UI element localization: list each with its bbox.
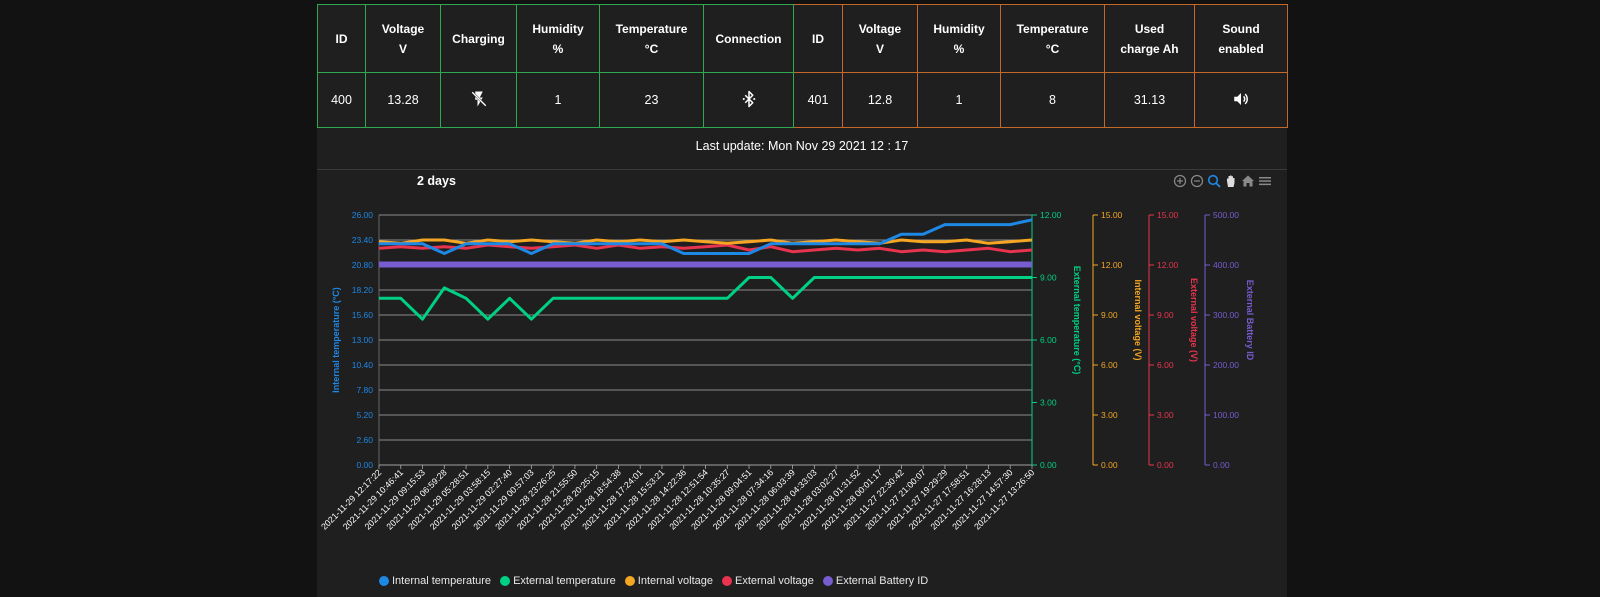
y-tick-label: 0.00 — [1213, 460, 1230, 470]
y-tick-label: 5.20 — [356, 410, 373, 420]
y-tick-label: 6.00 — [1157, 360, 1174, 370]
legend-dot — [624, 576, 635, 586]
y-tick-label: 6.00 — [1101, 360, 1118, 370]
y-axis-title: Internal voltage (V) — [1133, 279, 1143, 360]
value-humidity: 1 — [516, 72, 600, 128]
y-tick-label: 2.60 — [356, 435, 373, 445]
y-tick-label: 23.40 — [352, 235, 374, 245]
col-header-humidity: Humidity% — [516, 4, 600, 73]
home-reset-icon[interactable] — [1241, 174, 1255, 188]
series-line-external-voltage — [378, 243, 1033, 254]
legend-dot — [722, 576, 732, 586]
legend-dot — [500, 576, 511, 586]
col-header-ext-id: ID — [793, 4, 843, 73]
col-header-voltage: Voltage V — [365, 4, 441, 73]
chart-title: 2 days — [417, 174, 456, 188]
y-tick-label: 15.00 — [1157, 210, 1179, 220]
y-tick-label: 7.80 — [356, 385, 373, 395]
history-line-chart: 26.00 23.40 20.80 18.20 15.60 13.00 10.40 7.80 5… — [319, 210, 1255, 532]
legend-dot — [379, 576, 389, 586]
col-header-charging: Charging — [440, 4, 517, 73]
y-tick-label: 13.00 — [352, 335, 374, 345]
y-tick-label: 3.00 — [1101, 410, 1118, 420]
col-header-connection: Connection — [703, 4, 794, 73]
legend-item-external-battery-id[interactable]: External Battery ID — [822, 575, 928, 587]
zoom-selection-icon[interactable] — [1207, 174, 1221, 188]
value-ext-temperature: 8 — [1000, 72, 1105, 128]
y-tick-label: 9.00 — [1101, 310, 1118, 320]
y-tick-label: 9.00 — [1157, 310, 1174, 320]
y-tick-label: 300.00 — [1213, 310, 1239, 320]
y-tick-label: 18.20 — [352, 285, 374, 295]
value-id: 400 — [317, 72, 366, 128]
menu-icon[interactable] — [1258, 174, 1272, 188]
y-tick-label: 10.40 — [352, 360, 374, 370]
value-ext-voltage: 12.8 — [842, 72, 918, 128]
y-tick-label: 500.00 — [1213, 210, 1239, 220]
legend-item-internal-temperature[interactable]: Internal temperature — [379, 575, 491, 587]
y-tick-label: 26.00 — [352, 210, 374, 220]
y-tick-label: 12.00 — [1040, 210, 1062, 220]
series-line-internal-voltage — [378, 238, 1033, 245]
last-update-text: Last update: Mon Nov 29 2021 12 : 17 — [695, 139, 909, 153]
y-tick-label: 20.80 — [352, 260, 374, 270]
y-tick-label: 6.00 — [1040, 335, 1057, 345]
col-header-ext-humidity: Humidity% — [917, 4, 1001, 73]
legend-item-external-voltage[interactable]: External voltage — [722, 575, 814, 587]
y-tick-label: 12.00 — [1157, 260, 1179, 270]
y-tick-label: 100.00 — [1213, 410, 1239, 420]
value-connection — [703, 72, 794, 128]
y-tick-label: 15.60 — [352, 310, 374, 320]
legend-dot — [822, 576, 833, 586]
value-temperature: 23 — [599, 72, 704, 128]
y-tick-label: 3.00 — [1157, 410, 1174, 420]
col-header-temperature: Temperature °C — [599, 4, 704, 73]
bluetooth-icon — [742, 90, 755, 107]
status-table: ID Voltage V Charging Humidity% Temperatu… — [317, 4, 1288, 128]
dashboard-panel: ID Voltage V Charging Humidity% Temperatu… — [317, 4, 1288, 597]
status-header-row: ID Voltage V Charging Humidity% Temperatu… — [317, 4, 1288, 73]
zoom-in-icon[interactable] — [1173, 174, 1187, 188]
zoom-out-icon[interactable] — [1190, 174, 1204, 188]
pan-hand-icon[interactable] — [1224, 174, 1238, 188]
legend-item-internal-voltage[interactable]: Internal voltage — [624, 575, 713, 587]
col-header-ext-temperature: Temperature °C — [1000, 4, 1105, 73]
y-tick-label: 0.00 — [1101, 460, 1118, 470]
y-tick-label: 0.00 — [1040, 460, 1057, 470]
value-ext-id: 401 — [793, 72, 843, 128]
col-header-id: ID — [317, 4, 366, 73]
volume-up-icon — [1234, 92, 1248, 105]
y-axis-title: External temperature (°C) — [1072, 266, 1082, 375]
y-axis-title: External Battery ID — [1245, 280, 1255, 361]
y-tick-label: 15.00 — [1101, 210, 1123, 220]
y-tick-label: 3.00 — [1040, 398, 1057, 408]
divider — [317, 169, 1287, 170]
col-header-sound-enabled: Sound enabled — [1194, 4, 1288, 73]
y-axis-title: External voltage (V) — [1189, 278, 1199, 362]
y-tick-label: 9.00 — [1040, 273, 1057, 283]
y-tick-label: 12.00 — [1101, 260, 1123, 270]
col-header-used-charge: Used charge Ah — [1104, 4, 1195, 73]
value-voltage: 13.28 — [365, 72, 441, 128]
y-tick-label: 200.00 — [1213, 360, 1239, 370]
chart-toolbar — [1173, 172, 1272, 190]
y-tick-label: 0.00 — [1157, 460, 1174, 470]
flash-off-icon — [470, 90, 487, 107]
chart-legend: Internal temperature External temperatur… — [379, 575, 928, 587]
status-value-row: 400 13.28 1 23 401 12.8 1 8 31.13 — [317, 72, 1288, 128]
y-tick-label: 400.00 — [1213, 260, 1239, 270]
value-used-charge: 31.13 — [1104, 72, 1195, 128]
legend-item-external-temperature[interactable]: External temperature — [500, 575, 616, 587]
y-tick-label: 0.00 — [356, 460, 373, 470]
col-header-ext-voltage: Voltage V — [842, 4, 918, 73]
series-line-external-temperature — [379, 276, 1032, 321]
value-charging — [440, 72, 517, 128]
value-sound-enabled — [1194, 72, 1288, 128]
series-line-internal-temperature — [379, 218, 1033, 255]
y-axis-title-internal-temperature: Internal temperature (°C) — [331, 287, 341, 393]
value-ext-humidity: 1 — [917, 72, 1001, 128]
